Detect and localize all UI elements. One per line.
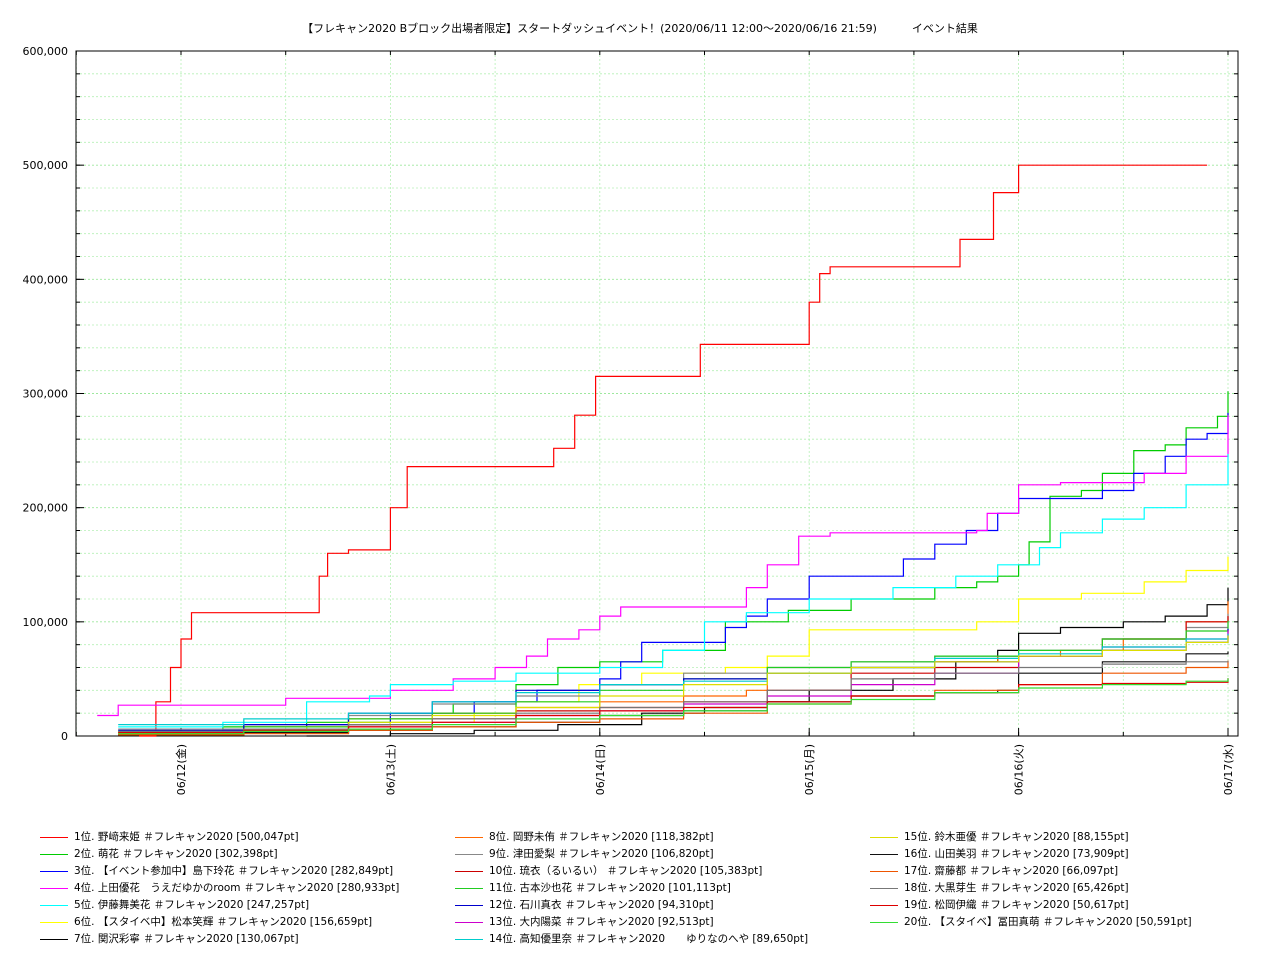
- legend-item: 7位. 関沢彩寧 ＃フレキャン2020 [130,067pt]: [40, 931, 440, 948]
- legend-item: 5位. 伊藤舞美花 ＃フレキャン2020 [247,257pt]: [40, 897, 440, 914]
- legend-label: 3位. 【イベント参加中】島下玲花 ＃フレキャン2020 [282,849pt]: [74, 865, 394, 877]
- legend-swatch: [455, 837, 483, 839]
- series-line-17: [118, 660, 1229, 736]
- legend-swatch: [40, 854, 68, 856]
- legend-item: 6位. 【スタイベ中】松本笑輝 ＃フレキャン2020 [156,659pt]: [40, 914, 440, 931]
- series-line-2: [118, 391, 1229, 732]
- legend-label: 7位. 関沢彩寧 ＃フレキャン2020 [130,067pt]: [74, 933, 299, 945]
- legend-label: 11位. 古本沙也花 ＃フレキャン2020 [101,113pt]: [489, 882, 731, 894]
- legend-swatch: [870, 871, 898, 873]
- legend-item: 1位. 野﨑来姫 ＃フレキャン2020 [500,047pt]: [40, 829, 440, 846]
- x-tick-label: 06/15(月): [803, 744, 816, 795]
- series-line-1: [139, 164, 1208, 737]
- legend-label: 2位. 萌花 ＃フレキャン2020 [302,398pt]: [74, 848, 278, 860]
- series-line-15: [118, 635, 1229, 735]
- legend-swatch: [870, 854, 898, 856]
- legend-swatch: [40, 871, 68, 873]
- legend-label: 5位. 伊藤舞美花 ＃フレキャン2020 [247,257pt]: [74, 899, 310, 911]
- legend-label: 19位. 松岡伊織 ＃フレキャン2020 [50,617pt]: [904, 899, 1129, 911]
- legend-column-1: 1位. 野﨑来姫 ＃フレキャン2020 [500,047pt] 2位. 萌花 ＃フ…: [40, 829, 440, 948]
- legend-swatch: [455, 939, 483, 941]
- plot-frame: [75, 50, 1239, 737]
- legend-swatch: [870, 922, 898, 924]
- legend-swatch: [455, 854, 483, 856]
- y-tick-label: 200,000: [23, 502, 69, 515]
- series-line-9: [118, 613, 1229, 730]
- y-tick-label: 0: [61, 730, 68, 743]
- series-line-5: [118, 454, 1229, 728]
- legend-label: 10位. 琉衣（るいるい） ＃フレキャン2020 [105,383pt]: [489, 865, 763, 877]
- legend-item: 13位. 大内陽菜 ＃フレキャン2020 [92,513pt]: [455, 914, 855, 931]
- legend-item: 12位. 石川真衣 ＃フレキャン2020 [94,310pt]: [455, 897, 855, 914]
- legend-label: 6位. 【スタイベ中】松本笑輝 ＃フレキャン2020 [156,659pt]: [74, 916, 373, 928]
- legend-label: 12位. 石川真衣 ＃フレキャン2020 [94,310pt]: [489, 899, 714, 911]
- legend-item: 4位. 上田優花 うえだゆかのroom ＃フレキャン2020 [280,933p…: [40, 880, 440, 897]
- legend-column-3: 15位. 鈴木亜優 ＃フレキャン2020 [88,155pt] 16位. 山田美羽…: [870, 829, 1270, 931]
- legend-item: 17位. 齋藤都 ＃フレキャン2020 [66,097pt]: [870, 863, 1270, 880]
- legend-item: 8位. 岡野未侑 ＃フレキャン2020 [118,382pt]: [455, 829, 855, 846]
- legend-label: 8位. 岡野未侑 ＃フレキャン2020 [118,382pt]: [489, 831, 714, 843]
- series-line-4: [97, 415, 1229, 717]
- axes: 0 100,000 200,000 300,000 400,000 500,000 600,…: [23, 45, 1239, 795]
- legend-swatch: [870, 905, 898, 907]
- legend-label: 17位. 齋藤都 ＃フレキャン2020 [66,097pt]: [904, 865, 1119, 877]
- legend-label: 4位. 上田優花 うえだゆかのroom ＃フレキャン2020 [280,933p…: [74, 882, 400, 894]
- grid-lines: [75, 50, 1238, 736]
- series-lines: [97, 164, 1229, 737]
- legend-swatch: [40, 905, 68, 907]
- legend-swatch: [870, 837, 898, 839]
- legend-item: 16位. 山田美羽 ＃フレキャン2020 [73,909pt]: [870, 846, 1270, 863]
- x-tick-label: 06/17(水): [1222, 744, 1235, 795]
- legend-swatch: [40, 939, 68, 941]
- legend-swatch: [870, 888, 898, 890]
- legend-label: 15位. 鈴木亜優 ＃フレキャン2020 [88,155pt]: [904, 831, 1129, 843]
- y-tick-label: 400,000: [23, 273, 69, 286]
- legend-item: 20位. 【スタイベ】冨田真萌 ＃フレキャン2020 [50,591pt]: [870, 914, 1270, 931]
- y-tick-label: 100,000: [23, 616, 69, 629]
- legend-item: 19位. 松岡伊織 ＃フレキャン2020 [50,617pt]: [870, 897, 1270, 914]
- series-line-6: [118, 556, 1229, 736]
- legend-label: 13位. 大内陽菜 ＃フレキャン2020 [92,513pt]: [489, 916, 714, 928]
- y-tick-label: 500,000: [23, 159, 69, 172]
- legend-swatch: [40, 888, 68, 890]
- legend-item: 9位. 津田愛梨 ＃フレキャン2020 [106,820pt]: [455, 846, 855, 863]
- legend-swatch: [455, 888, 483, 890]
- x-tick-label: 06/14(日): [594, 744, 607, 795]
- legend-column-2: 8位. 岡野未侑 ＃フレキャン2020 [118,382pt] 9位. 津田愛梨…: [455, 829, 855, 948]
- y-tick-label: 300,000: [23, 388, 69, 401]
- legend-item: 3位. 【イベント参加中】島下玲花 ＃フレキャン2020 [282,849pt]: [40, 863, 440, 880]
- x-tick-label: 06/12(金): [174, 744, 188, 795]
- legend-item: 14位. 高知優里奈 ＃フレキャン2020 ゆりなのへや [89,650pt]: [455, 931, 855, 948]
- series-line-20: [118, 678, 1229, 735]
- legend-item: 18位. 大黒芽生 ＃フレキャン2020 [65,426pt]: [870, 880, 1270, 897]
- legend-swatch: [40, 922, 68, 924]
- legend-label: 20位. 【スタイベ】冨田真萌 ＃フレキャン2020 [50,591pt]: [904, 916, 1192, 928]
- series-line-3: [118, 412, 1229, 735]
- legend-item: 2位. 萌花 ＃フレキャン2020 [302,398pt]: [40, 846, 440, 863]
- legend-swatch: [455, 905, 483, 907]
- legend-item: 10位. 琉衣（るいるい） ＃フレキャン2020 [105,383pt]: [455, 863, 855, 880]
- legend-item: 11位. 古本沙也花 ＃フレキャン2020 [101,113pt]: [455, 880, 855, 897]
- legend-label: 18位. 大黒芽生 ＃フレキャン2020 [65,426pt]: [904, 882, 1129, 894]
- legend-item: 15位. 鈴木亜優 ＃フレキャン2020 [88,155pt]: [870, 829, 1270, 846]
- x-tick-label: 06/13(土): [384, 744, 397, 795]
- x-tick-label: 06/16(火): [1013, 744, 1026, 795]
- legend-label: 9位. 津田愛梨 ＃フレキャン2020 [106,820pt]: [489, 848, 714, 860]
- legend-label: 1位. 野﨑来姫 ＃フレキャン2020 [500,047pt]: [74, 831, 299, 843]
- y-tick-label: 600,000: [23, 45, 69, 58]
- legend-swatch: [455, 871, 483, 873]
- legend-swatch: [40, 837, 68, 839]
- legend-swatch: [455, 922, 483, 924]
- legend-label: 16位. 山田美羽 ＃フレキャン2020 [73,909pt]: [904, 848, 1129, 860]
- chart-title: 【フレキャン2020 Bブロック出場者限定】スタートダッシュイベント！(2020…: [302, 22, 978, 35]
- legend-label: 14位. 高知優里奈 ＃フレキャン2020 ゆりなのへや [89,650pt]: [489, 933, 809, 945]
